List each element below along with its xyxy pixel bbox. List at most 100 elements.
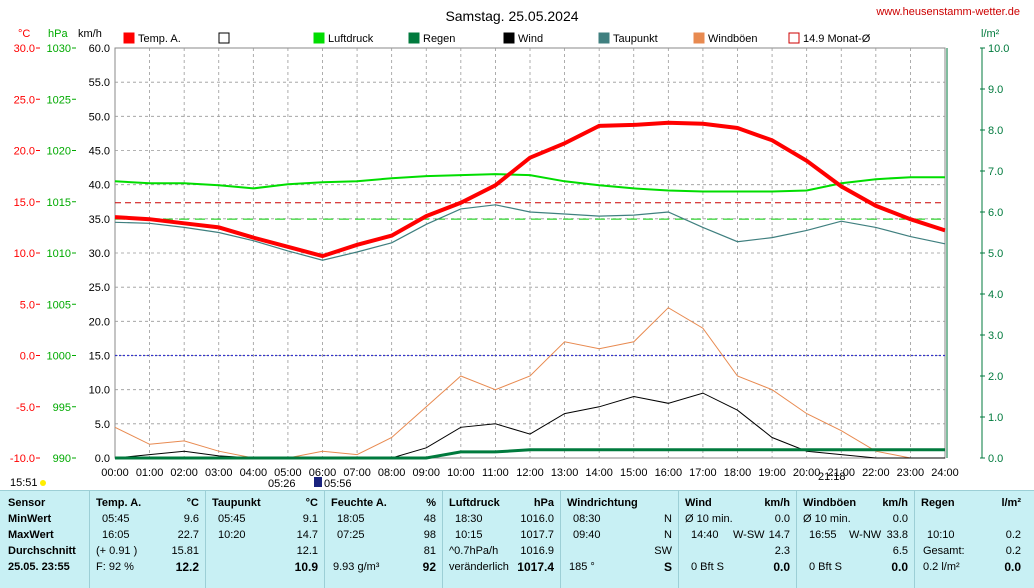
gust-max-dir: W-NW	[849, 528, 881, 543]
legend-label: Luftdruck	[328, 33, 374, 45]
col-wdir: Windrichtung 08:30 N 09:40 N SW 185 ° S	[560, 491, 678, 588]
press-tick: 995	[53, 402, 71, 414]
speed-tick: 5.0	[95, 419, 110, 431]
press-tick: 1010	[47, 248, 71, 260]
rain-tick: 5.0	[988, 248, 1003, 260]
col-rain: Regen l/m² 10:10 0.2 Gesamt: 0.2 0.2 l/m…	[914, 491, 1027, 588]
row-stamp: 25.05. 23:55	[8, 560, 70, 575]
legend-swatch	[504, 33, 514, 43]
unit-speed: km/h	[78, 28, 102, 40]
hum-avg-value: 81	[424, 544, 436, 559]
legend-label: Taupunkt	[613, 33, 658, 45]
legend-swatch	[599, 33, 609, 43]
wind-max-dir: W-SW	[733, 528, 765, 543]
dew-cur-value: 10.9	[295, 560, 318, 575]
legend-label: 14.9 Monat-Ø	[803, 33, 871, 45]
press-tick: 1020	[47, 146, 71, 158]
time-tick: 18:00	[724, 467, 752, 479]
unit-rain: l/m²	[981, 28, 1000, 40]
time-tick: 10:00	[447, 467, 475, 479]
time-tick: 00:00	[101, 467, 129, 479]
temp-tick: 0.0	[20, 351, 35, 363]
time-tick: 19:00	[758, 467, 786, 479]
hum-max-value: 98	[424, 528, 436, 543]
time-tick: 22:00	[862, 467, 890, 479]
time-tick: 04:00	[240, 467, 268, 479]
time-tick: 13:00	[551, 467, 579, 479]
time-tick: 17:00	[689, 467, 717, 479]
rain-max-time: 10:10	[927, 528, 955, 543]
temp-tick: 25.0	[14, 94, 35, 106]
time-tick: 20:00	[793, 467, 821, 479]
temp-max-time: 16:05	[102, 528, 130, 543]
time-tick: 09:00	[412, 467, 440, 479]
temp-tick: -10.0	[10, 453, 35, 465]
rain-unit: l/m²	[1001, 496, 1021, 511]
dew-head: Taupunkt	[212, 496, 261, 511]
temp-tick: 15.0	[14, 197, 35, 209]
wind-head: Wind	[685, 496, 712, 511]
rain-tick: 4.0	[988, 289, 1003, 301]
rain-tick: 2.0	[988, 371, 1003, 383]
site-url: www.heusenstamm-wetter.de	[875, 6, 1020, 18]
hum-head: Feuchte A.	[331, 496, 387, 511]
gust-unit: km/h	[882, 496, 908, 511]
speed-tick: 45.0	[89, 146, 110, 158]
dew-min-value: 9.1	[303, 512, 318, 527]
rain-head: Regen	[921, 496, 955, 511]
wdir-max-value: N	[664, 528, 672, 543]
legend-label: Windböen	[708, 33, 758, 45]
unit-press: hPa	[48, 28, 68, 40]
hum-min-time: 18:05	[337, 512, 365, 527]
rain-avg-value: 0.2	[1006, 544, 1021, 559]
gust-head: Windböen	[803, 496, 856, 511]
stats-panel: Sensor MinWert MaxWert Durchschnitt 25.0…	[0, 490, 1034, 588]
time-tick: 14:00	[585, 467, 613, 479]
press-tick: 1005	[47, 299, 71, 311]
press-tick: 1030	[47, 43, 71, 55]
dew-unit: °C	[306, 496, 318, 511]
time-tick: 23:00	[897, 467, 925, 479]
wind-unit: km/h	[764, 496, 790, 511]
hum-unit: %	[426, 496, 436, 511]
speed-tick: 10.0	[89, 385, 110, 397]
gust-avg-value: 6.5	[893, 544, 908, 559]
rain-tick: 8.0	[988, 125, 1003, 137]
daylength-label: 15:51	[10, 477, 38, 489]
speed-tick: 20.0	[89, 316, 110, 328]
temp-tick: -5.0	[16, 402, 35, 414]
legend-swatch	[314, 33, 324, 43]
rain-tick: 6.0	[988, 207, 1003, 219]
col-wind: Wind km/h Ø 10 min. 0.0 14:40 W-SW 14.7 …	[678, 491, 796, 588]
rain-tick: 7.0	[988, 166, 1003, 178]
press-cur-note: veränderlich	[449, 560, 509, 575]
legend-item: Temp. A.	[124, 33, 181, 45]
wdir-max-time: 09:40	[573, 528, 601, 543]
dew-min-time: 05:45	[218, 512, 246, 527]
press-min-time: 18:30	[455, 512, 483, 527]
legend-swatch	[694, 33, 704, 43]
gust-max-time: 16:55	[809, 528, 837, 543]
press-tick: 1000	[47, 351, 71, 363]
press-tick: 1025	[47, 94, 71, 106]
hum-cur-note: 9.93 g/m³	[333, 560, 379, 575]
col-dew: Taupunkt °C 05:45 9.1 10:20 14.7 12.1 10…	[205, 491, 324, 588]
row-max: MaxWert	[8, 528, 54, 543]
rain-tick: 3.0	[988, 330, 1003, 342]
rain-tick: 0.0	[988, 453, 1003, 465]
press-unit: hPa	[534, 496, 554, 511]
speed-tick: 15.0	[89, 351, 110, 363]
speed-tick: 35.0	[89, 214, 110, 226]
temp-avg-note: (+ 0.91 )	[96, 544, 137, 559]
time-tick: 08:00	[378, 467, 406, 479]
dew-max-time: 10:20	[218, 528, 246, 543]
temp-tick: 30.0	[14, 43, 35, 55]
col-temp: Temp. A. °C 05:45 9.6 16:05 22.7 (+ 0.91…	[89, 491, 205, 588]
press-max-time: 10:15	[455, 528, 483, 543]
temp-unit: °C	[187, 496, 199, 511]
wind-min-time: Ø 10 min.	[685, 512, 733, 527]
press-min-value: 1016.0	[520, 512, 554, 527]
col-gust: Windböen km/h Ø 10 min. 0.0 16:55 W-NW 3…	[796, 491, 914, 588]
y-axis-labels: 30.0 25.0 20.0 15.0 10.0 5.0 0.0 -5.0 -10.0 1030 1…	[10, 43, 1010, 465]
temp-tick: 10.0	[14, 248, 35, 260]
